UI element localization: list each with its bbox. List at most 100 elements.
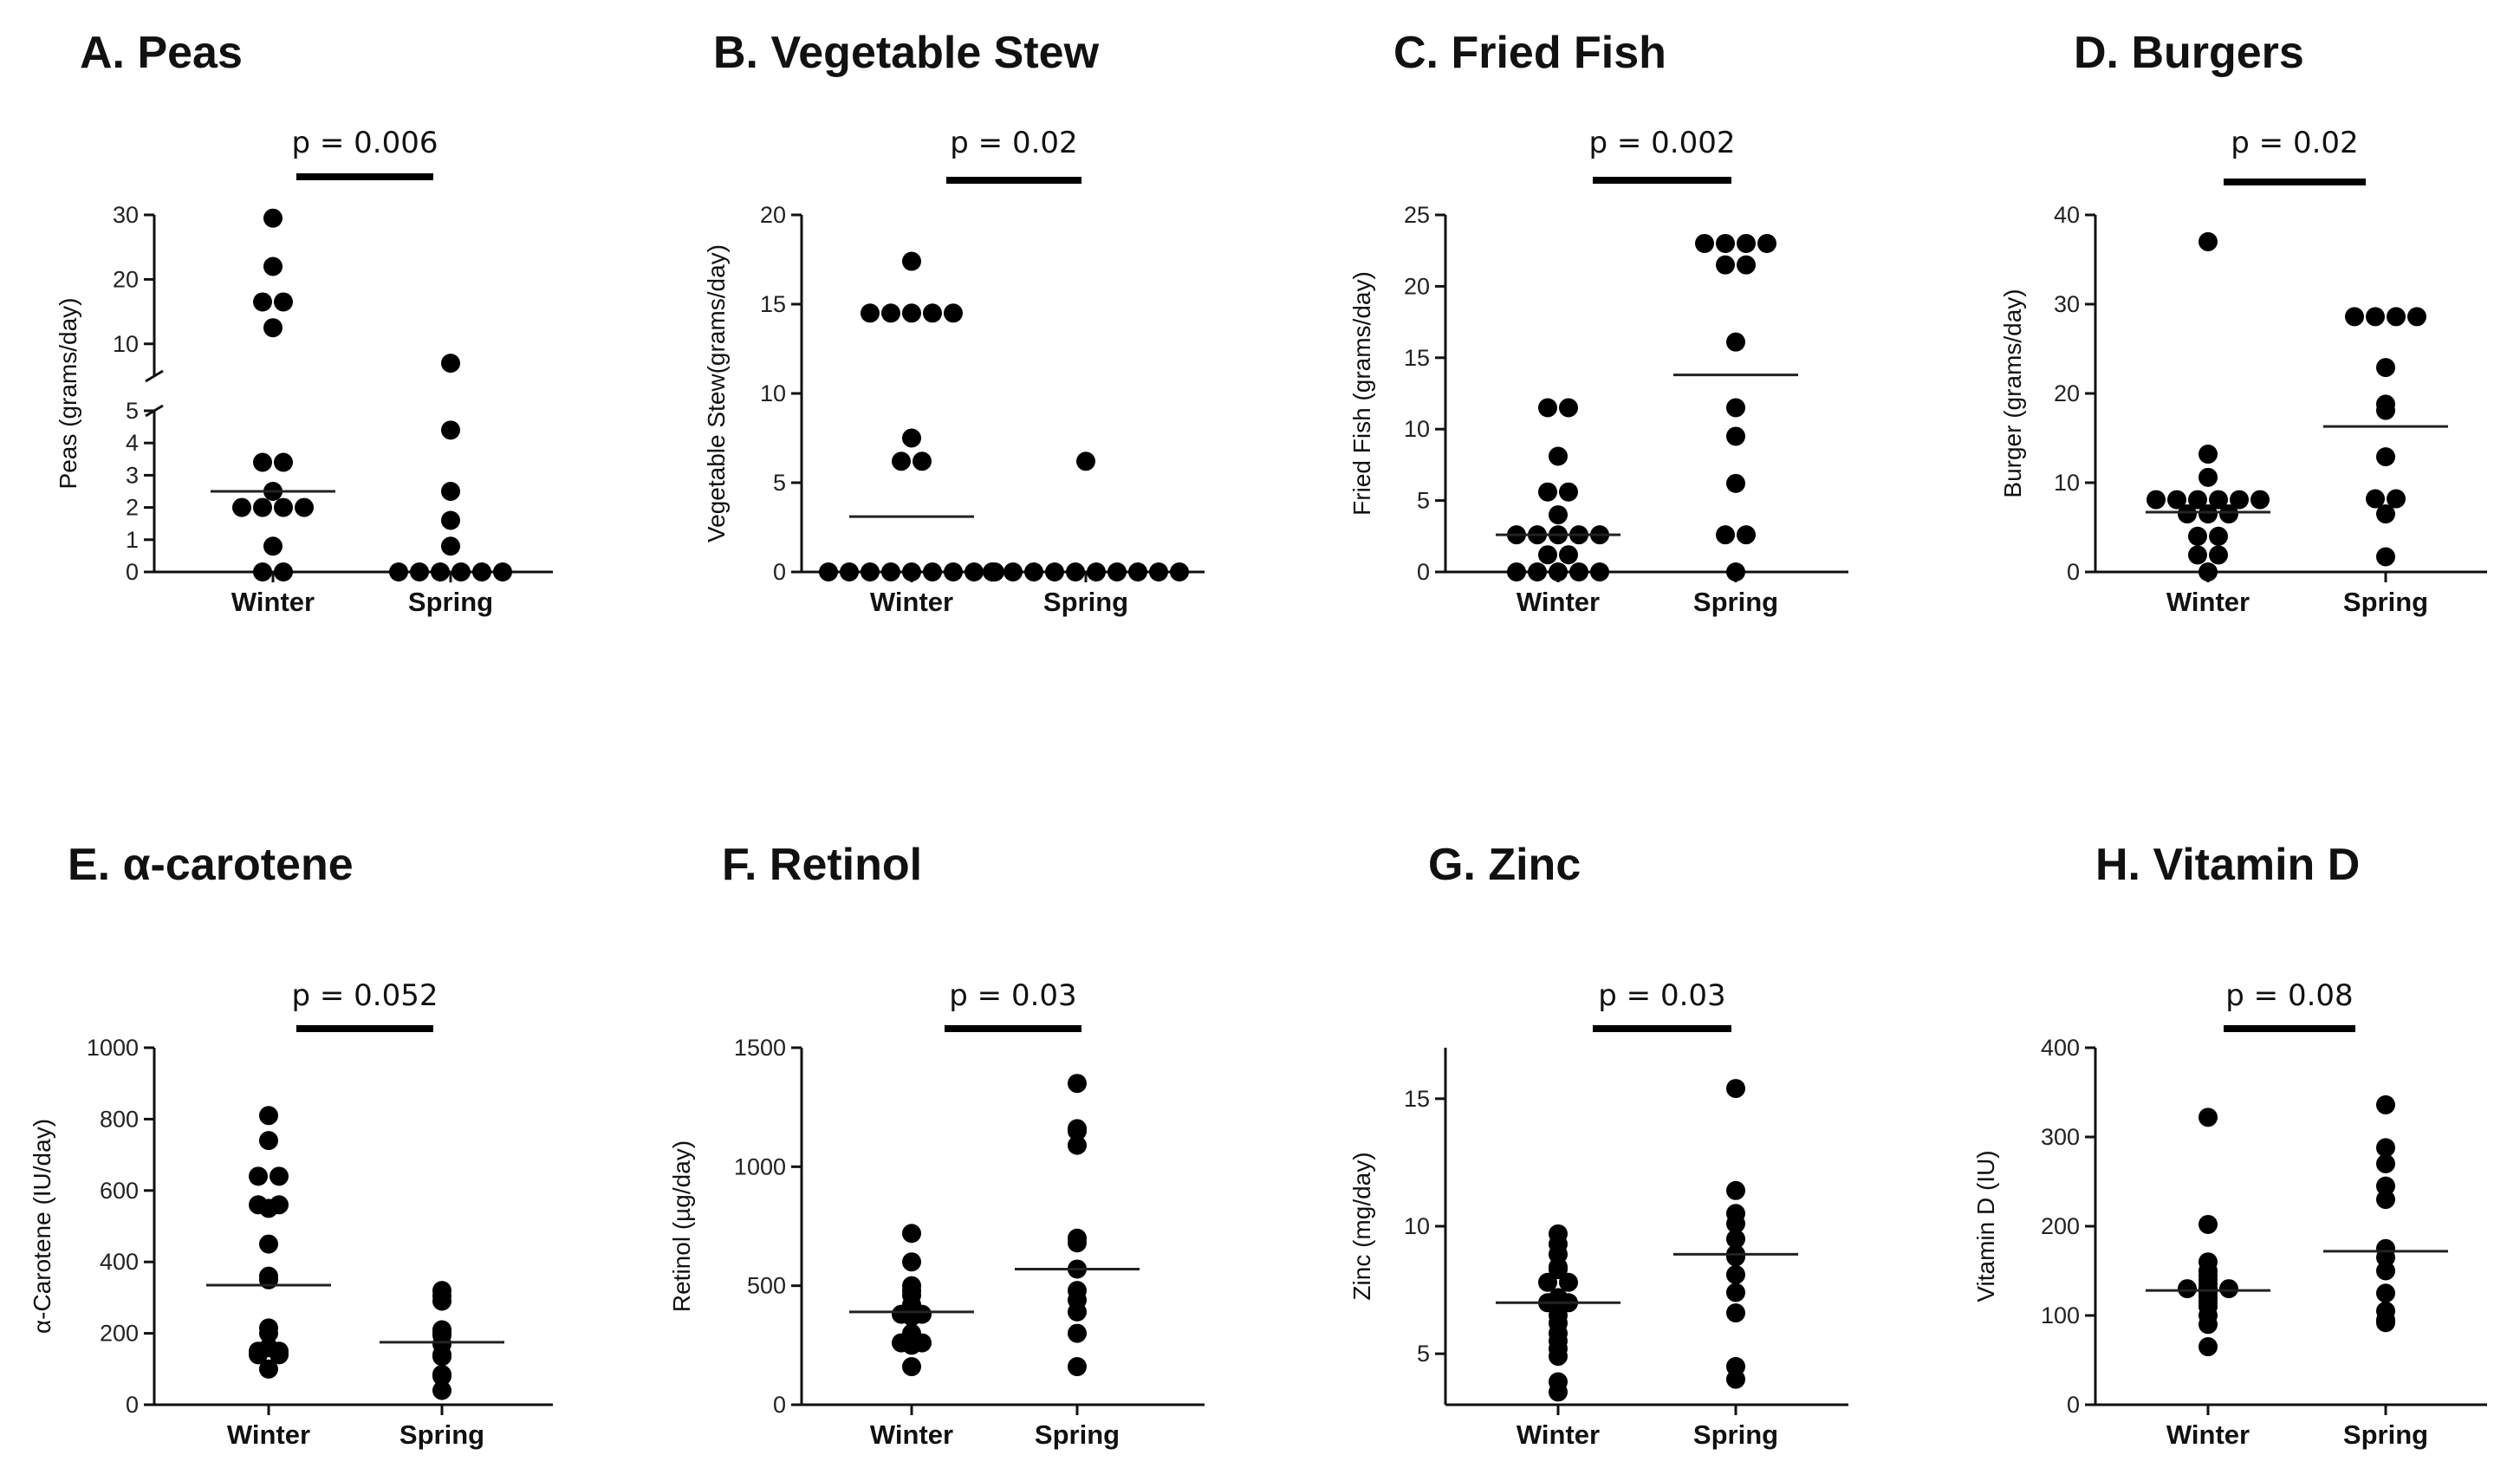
data-point-spring bbox=[2376, 1283, 2395, 1303]
y-tick-label: 0 bbox=[2067, 559, 2080, 585]
data-point-winter bbox=[253, 497, 272, 517]
data-point-spring bbox=[1170, 562, 1189, 581]
y-tick-label: 4 bbox=[126, 430, 139, 456]
y-tick-label: 1500 bbox=[734, 1035, 786, 1061]
data-point-spring bbox=[2407, 307, 2426, 327]
x-category-label: Winter bbox=[231, 587, 315, 617]
data-point-spring bbox=[2345, 307, 2364, 327]
x-category-label: Spring bbox=[1035, 1419, 1120, 1450]
data-point-spring bbox=[451, 562, 471, 581]
y-tick-label: 400 bbox=[100, 1249, 139, 1275]
data-point-winter bbox=[2199, 445, 2218, 464]
y-tick-label: 10 bbox=[760, 380, 786, 406]
panel-title: G. Zinc bbox=[1428, 840, 1581, 890]
data-point-winter bbox=[944, 562, 963, 581]
data-point-spring bbox=[1726, 1264, 1745, 1284]
data-point-winter bbox=[1538, 398, 1557, 418]
data-point-spring bbox=[432, 1347, 451, 1367]
y-tick-label: 2 bbox=[126, 495, 139, 521]
data-point-winter bbox=[1538, 482, 1557, 502]
data-point-winter bbox=[263, 257, 283, 276]
data-point-winter bbox=[2178, 1279, 2197, 1299]
data-point-spring bbox=[1149, 562, 1168, 581]
data-point-winter bbox=[923, 303, 942, 323]
data-point-winter bbox=[2199, 1214, 2218, 1234]
y-tick-label: 300 bbox=[2041, 1124, 2080, 1150]
data-point-spring bbox=[410, 562, 429, 581]
data-point-spring bbox=[1737, 525, 1756, 545]
p-value-label: p = 0.006 bbox=[291, 126, 438, 160]
panel-title: E. α-carotene bbox=[68, 840, 354, 890]
data-point-winter bbox=[881, 303, 900, 323]
y-axis-label: Fried Fish (grams/day) bbox=[1348, 271, 1375, 516]
panel-B: B. Vegetable Stew p = 0.02 0 5 10 15 20 Winter S… bbox=[703, 28, 1205, 617]
y-tick-label: 30 bbox=[2054, 291, 2080, 317]
data-point-winter bbox=[259, 1234, 278, 1254]
y-tick-label: 1000 bbox=[734, 1153, 786, 1179]
data-point-winter bbox=[1590, 562, 1609, 581]
p-value-label: p = 0.03 bbox=[1598, 978, 1725, 1013]
data-point-winter bbox=[861, 562, 880, 581]
y-tick-label: 400 bbox=[2041, 1035, 2080, 1061]
data-point-spring bbox=[2376, 447, 2395, 467]
data-point-winter bbox=[249, 1345, 268, 1365]
data-point-spring bbox=[1726, 1303, 1745, 1323]
y-tick-label: 200 bbox=[2041, 1213, 2080, 1239]
p-value-label: p = 0.002 bbox=[1588, 126, 1735, 160]
data-point-winter bbox=[892, 451, 911, 471]
data-point-spring bbox=[1068, 1302, 1087, 1322]
data-point-winter bbox=[253, 452, 272, 472]
data-point-spring bbox=[1716, 255, 1735, 275]
panel-title: D. Burgers bbox=[2074, 28, 2304, 78]
data-point-winter bbox=[2209, 490, 2228, 510]
data-point-winter bbox=[270, 1166, 289, 1186]
data-point-winter bbox=[259, 1131, 278, 1151]
data-point-spring bbox=[2376, 1153, 2395, 1173]
data-point-spring bbox=[1726, 398, 1745, 418]
data-point-winter bbox=[840, 562, 859, 581]
data-point-winter bbox=[1549, 1260, 1568, 1280]
panel-G: G. Zinc p = 0.03 5 10 15 Winter Spring Zinc (mg… bbox=[1348, 840, 1848, 1450]
data-point-spring bbox=[1068, 1357, 1087, 1377]
y-tick-label: 5 bbox=[126, 398, 139, 424]
data-point-spring bbox=[431, 562, 450, 581]
p-value-label: p = 0.052 bbox=[291, 978, 438, 1013]
y-tick-label: 20 bbox=[2054, 380, 2080, 406]
x-category-label: Spring bbox=[1693, 587, 1778, 617]
y-axis-label: Zinc (mg/day) bbox=[1348, 1152, 1375, 1300]
data-point-winter bbox=[2250, 490, 2270, 510]
data-point-spring bbox=[1024, 562, 1043, 581]
data-point-spring bbox=[432, 1291, 451, 1311]
panel-title: H. Vitamin D bbox=[2095, 840, 2360, 890]
data-point-winter bbox=[259, 1359, 278, 1379]
data-point-spring bbox=[1757, 233, 1776, 253]
data-point-spring bbox=[1726, 562, 1745, 581]
panel-C: C. Fried Fish p = 0.002 0 5 10 15 20 25 Winter Sp… bbox=[1348, 28, 1848, 617]
data-point-winter bbox=[2188, 526, 2207, 546]
y-tick-label: 100 bbox=[2041, 1302, 2080, 1328]
data-point-spring bbox=[1087, 562, 1106, 581]
y-tick-label: 0 bbox=[2067, 1392, 2080, 1418]
y-tick-label: 15 bbox=[1404, 345, 1430, 371]
y-tick-label: 1 bbox=[126, 527, 139, 553]
y-tick-label: 0 bbox=[1417, 559, 1430, 585]
data-point-winter bbox=[259, 1270, 278, 1289]
data-point-spring bbox=[2376, 1248, 2395, 1268]
data-point-spring bbox=[2376, 504, 2395, 524]
data-point-spring bbox=[1726, 426, 1745, 446]
y-tick-label: 3 bbox=[126, 462, 139, 488]
data-point-winter bbox=[819, 562, 838, 581]
panel-H: H. Vitamin D p = 0.08 0 100 200 300 400 Winter S… bbox=[1972, 840, 2487, 1450]
data-point-winter bbox=[2199, 562, 2218, 581]
data-point-winter bbox=[2199, 1337, 2218, 1357]
data-point-spring bbox=[1737, 233, 1756, 253]
x-category-label: Winter bbox=[1517, 1419, 1600, 1450]
y-tick-label: 5 bbox=[773, 470, 786, 496]
data-point-spring bbox=[1726, 1283, 1745, 1302]
data-point-winter bbox=[964, 562, 984, 581]
data-point-spring bbox=[983, 562, 1002, 581]
data-point-winter bbox=[270, 1345, 289, 1365]
data-point-spring bbox=[1068, 1135, 1087, 1155]
data-point-winter bbox=[274, 452, 293, 472]
data-point-winter bbox=[902, 562, 921, 581]
